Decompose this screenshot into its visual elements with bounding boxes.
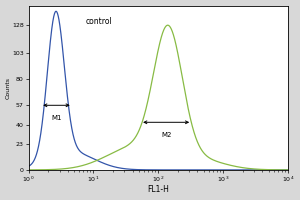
Text: M2: M2: [161, 132, 171, 138]
Text: control: control: [86, 17, 112, 26]
Text: M1: M1: [51, 115, 62, 121]
Y-axis label: Counts: Counts: [6, 77, 10, 99]
X-axis label: FL1-H: FL1-H: [147, 185, 169, 194]
